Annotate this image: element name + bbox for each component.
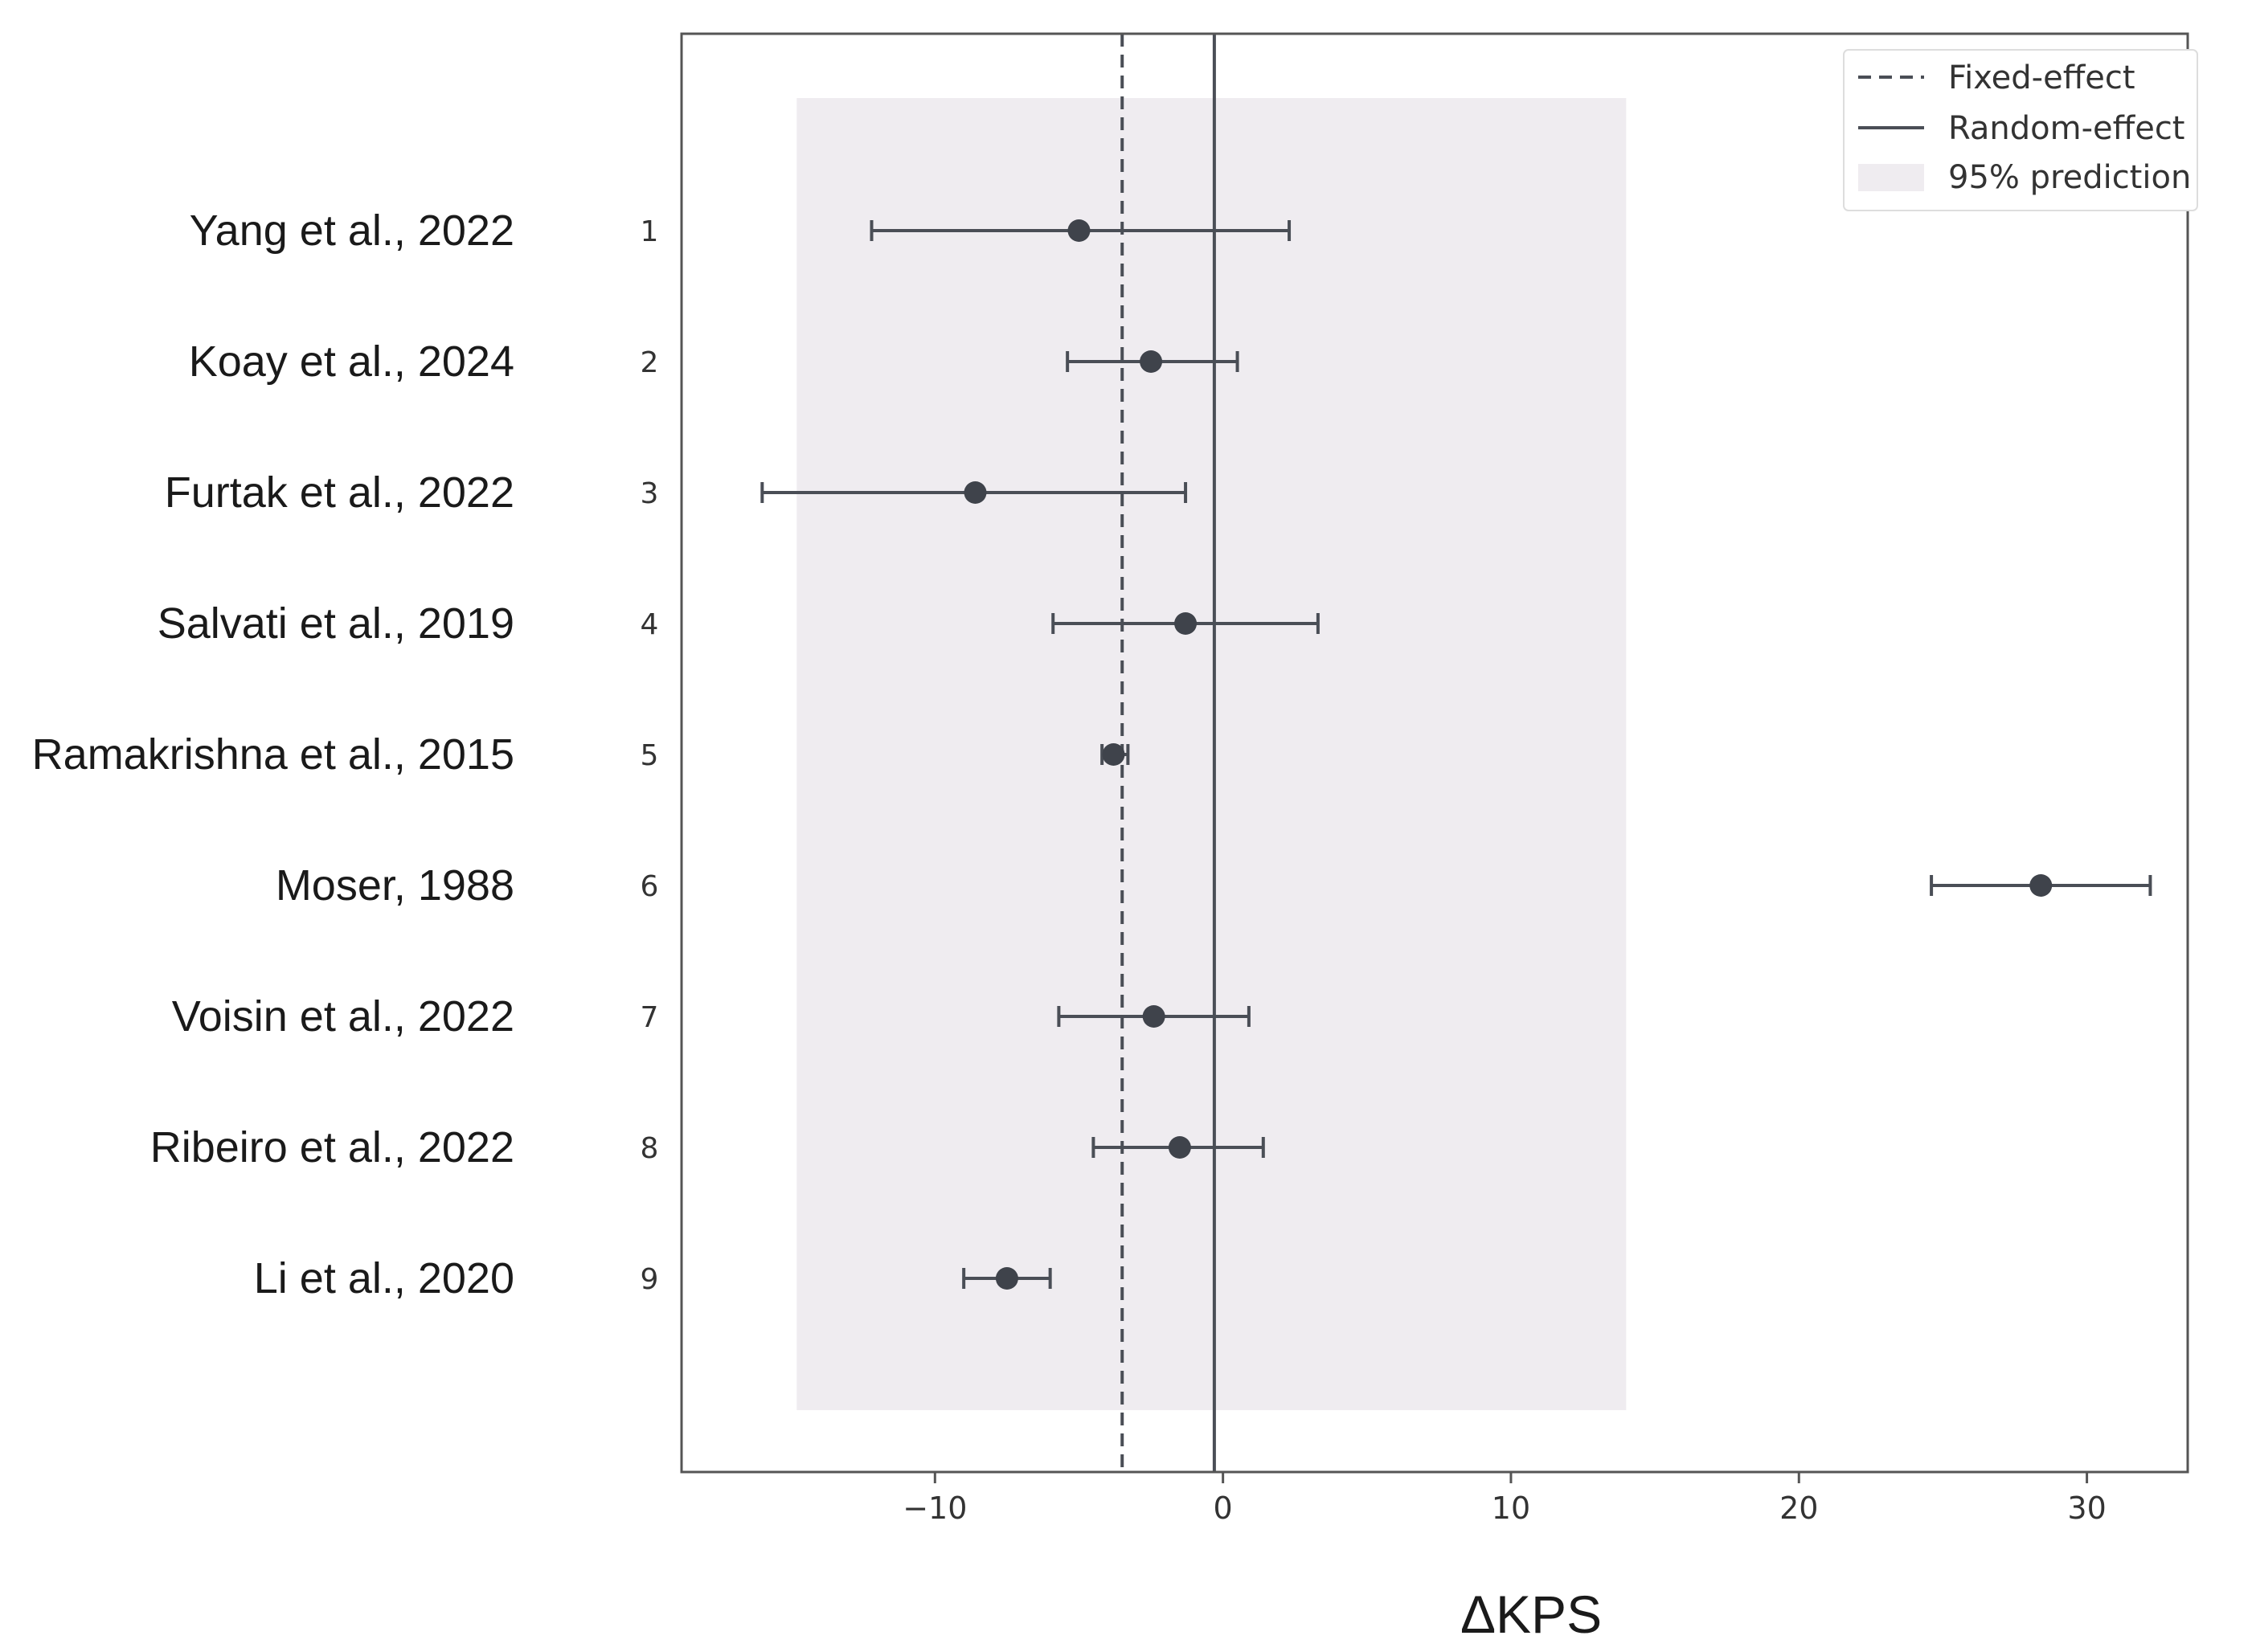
- study-row-3: [760, 481, 1188, 504]
- study-label: Moser, 1988: [276, 861, 514, 910]
- study-index: 3: [641, 477, 659, 510]
- legend-random-effect-label: Random-effect: [1948, 110, 2185, 147]
- study-index: 6: [641, 870, 659, 903]
- study-row-8: [1091, 1136, 1265, 1159]
- legend-box: [1843, 49, 2198, 211]
- study-row-2: [1066, 350, 1239, 373]
- study-row-7: [1057, 1005, 1251, 1028]
- legend: Fixed-effect Random-effect 95% predictio…: [1843, 49, 2198, 211]
- study-index: 9: [641, 1263, 659, 1296]
- point-estimate: [1168, 1136, 1191, 1159]
- point-estimate: [1067, 219, 1091, 242]
- study-label: Li et al., 2020: [254, 1254, 514, 1302]
- plot-area: [680, 32, 2189, 1474]
- study-label: Salvati et al., 2019: [158, 599, 514, 648]
- study-label: Yang et al., 2022: [190, 206, 514, 255]
- study-label: Ribeiro et al., 2022: [150, 1123, 514, 1172]
- study-rows: [760, 219, 2152, 1290]
- study-index: 1: [641, 215, 659, 248]
- x-tick-label: −10: [903, 1490, 967, 1526]
- x-tick-label: 30: [2067, 1490, 2106, 1526]
- study-row-1: [870, 219, 1292, 242]
- x-axis: −10 0 10 20 30: [903, 1472, 2107, 1526]
- legend-prediction-label: 95% prediction: [1948, 159, 2191, 196]
- study-index: 5: [641, 739, 659, 772]
- point-estimate: [1102, 743, 1125, 766]
- x-tick-label: 10: [1492, 1490, 1530, 1526]
- prediction-interval-band: [796, 98, 1627, 1410]
- study-index: 2: [641, 346, 659, 379]
- study-labels: Yang et al., 2022 1 Koay et al., 2024 2 Furt…: [32, 206, 659, 1302]
- point-estimate: [1142, 1005, 1165, 1028]
- study-label: Furtak et al., 2022: [165, 468, 514, 517]
- legend-fixed-effect-label: Fixed-effect: [1948, 59, 2135, 96]
- study-index: 8: [641, 1132, 659, 1165]
- axes-frame: [680, 32, 2189, 1474]
- point-estimate: [964, 481, 987, 504]
- study-label: Ramakrishna et al., 2015: [32, 730, 514, 779]
- point-estimate: [2029, 874, 2053, 897]
- x-tick-label: 20: [1779, 1490, 1818, 1526]
- study-row-4: [1051, 612, 1320, 635]
- x-axis-label: ΔKPS: [1460, 1585, 1602, 1644]
- study-row-9: [962, 1267, 1052, 1290]
- study-index: 7: [641, 1001, 659, 1034]
- study-index: 4: [641, 608, 659, 641]
- x-tick-label: 0: [1214, 1490, 1233, 1526]
- study-row-6: [1930, 874, 2152, 897]
- point-estimate: [995, 1267, 1018, 1290]
- study-row-5: [1100, 743, 1130, 766]
- study-label: Voisin et al., 2022: [172, 992, 514, 1041]
- study-label: Koay et al., 2024: [189, 337, 514, 386]
- legend-prediction-swatch: [1858, 164, 1924, 191]
- point-estimate: [1140, 350, 1163, 373]
- point-estimate: [1174, 612, 1198, 635]
